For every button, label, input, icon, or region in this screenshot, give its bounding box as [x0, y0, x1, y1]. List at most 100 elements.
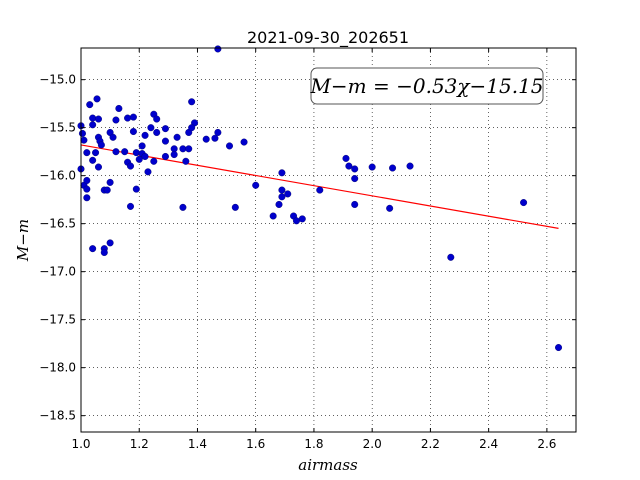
- data-point: [126, 202, 134, 210]
- y-tick-label: −17.5: [39, 313, 76, 327]
- data-point: [185, 145, 193, 153]
- data-point: [278, 193, 286, 201]
- data-point: [389, 164, 397, 172]
- data-point: [106, 239, 114, 247]
- data-point: [132, 149, 140, 157]
- data-point: [103, 186, 111, 194]
- data-point: [284, 190, 292, 198]
- data-point: [316, 186, 324, 194]
- data-point: [351, 200, 359, 208]
- x-tick-label: 1.2: [130, 437, 149, 451]
- data-point: [124, 114, 132, 122]
- data-point: [89, 121, 97, 129]
- data-point: [240, 138, 248, 146]
- annotation-box: [310, 67, 544, 105]
- data-point: [92, 149, 100, 157]
- data-point: [141, 152, 149, 160]
- grid-lines: [80, 48, 576, 432]
- x-tick-label: 2.6: [537, 437, 556, 451]
- data-point: [132, 185, 140, 193]
- data-point: [141, 131, 149, 139]
- data-point: [93, 95, 101, 103]
- data-point: [97, 141, 105, 149]
- fit-equation-annotation: M−m = −0.53χ−15.15: [309, 67, 544, 105]
- data-point: [188, 98, 196, 106]
- data-point: [202, 135, 210, 143]
- data-point: [153, 128, 161, 136]
- x-tick-label: 1.8: [304, 437, 323, 451]
- data-points: [77, 45, 563, 352]
- data-point: [115, 104, 123, 112]
- data-point: [351, 175, 359, 183]
- data-point: [170, 151, 178, 159]
- data-point: [275, 200, 283, 208]
- data-point: [211, 134, 219, 142]
- x-tick-label: 1.4: [188, 437, 207, 451]
- data-point: [153, 115, 161, 123]
- data-point: [188, 124, 196, 132]
- y-tick-label: −16.0: [39, 169, 76, 183]
- data-point: [83, 149, 91, 157]
- data-point: [179, 203, 187, 211]
- data-point: [161, 125, 169, 133]
- y-tick-label: −18.0: [39, 361, 76, 375]
- x-axis-label: airmass: [298, 456, 358, 474]
- data-point: [368, 163, 376, 171]
- data-point: [231, 203, 239, 211]
- y-tick-label: −15.0: [39, 73, 76, 87]
- data-point: [173, 133, 181, 141]
- data-point: [520, 199, 528, 207]
- data-point: [278, 169, 286, 177]
- data-point: [161, 152, 169, 160]
- fit-equation: M−m = −0.53χ−15.15: [309, 74, 543, 98]
- data-point: [89, 245, 97, 253]
- data-point: [89, 156, 97, 164]
- x-tick-label: 1.6: [246, 437, 265, 451]
- data-point: [94, 115, 102, 123]
- data-point: [214, 128, 222, 136]
- y-tick-label: −18.5: [39, 409, 76, 423]
- data-point: [83, 176, 91, 184]
- data-point: [126, 162, 134, 170]
- x-tick-label: 2.0: [363, 437, 382, 451]
- plot-area-frame: [80, 47, 577, 433]
- x-tick-label: 1.0: [71, 437, 90, 451]
- y-tick-label: −15.5: [39, 121, 76, 135]
- data-point: [112, 148, 120, 156]
- data-point: [214, 45, 222, 53]
- axis-ticks: 1.0 1.2 1.4 1.6 1.8 2.0 2.2 2.4 2.6 −15.0 −15.5 −16…: [39, 48, 576, 451]
- x-tick-label: 2.4: [479, 437, 498, 451]
- y-tick-label: −17.0: [39, 265, 76, 279]
- data-point: [86, 101, 94, 109]
- data-point: [269, 212, 277, 220]
- data-point: [89, 114, 97, 122]
- data-point: [342, 154, 350, 162]
- data-point: [292, 217, 300, 225]
- data-point: [100, 248, 108, 256]
- data-point: [129, 128, 137, 136]
- data-point: [106, 178, 114, 186]
- data-point: [121, 148, 129, 156]
- data-point: [129, 113, 137, 121]
- data-point: [150, 157, 158, 165]
- data-point: [386, 204, 394, 212]
- data-point: [161, 137, 169, 145]
- data-point: [83, 194, 91, 202]
- data-point: [555, 344, 563, 352]
- data-point: [147, 124, 155, 132]
- data-point: [78, 129, 86, 137]
- data-point: [179, 145, 187, 153]
- data-point: [252, 181, 260, 189]
- data-point: [138, 142, 146, 150]
- data-point: [144, 168, 152, 176]
- data-point: [83, 185, 91, 193]
- data-point: [345, 162, 353, 170]
- data-point: [182, 157, 190, 165]
- data-point: [109, 133, 117, 141]
- chart-title: 2021-09-30_202651: [247, 28, 409, 48]
- y-axis-label: M−m: [14, 219, 32, 262]
- data-point: [351, 165, 359, 173]
- data-point: [112, 116, 120, 124]
- data-point: [135, 155, 143, 163]
